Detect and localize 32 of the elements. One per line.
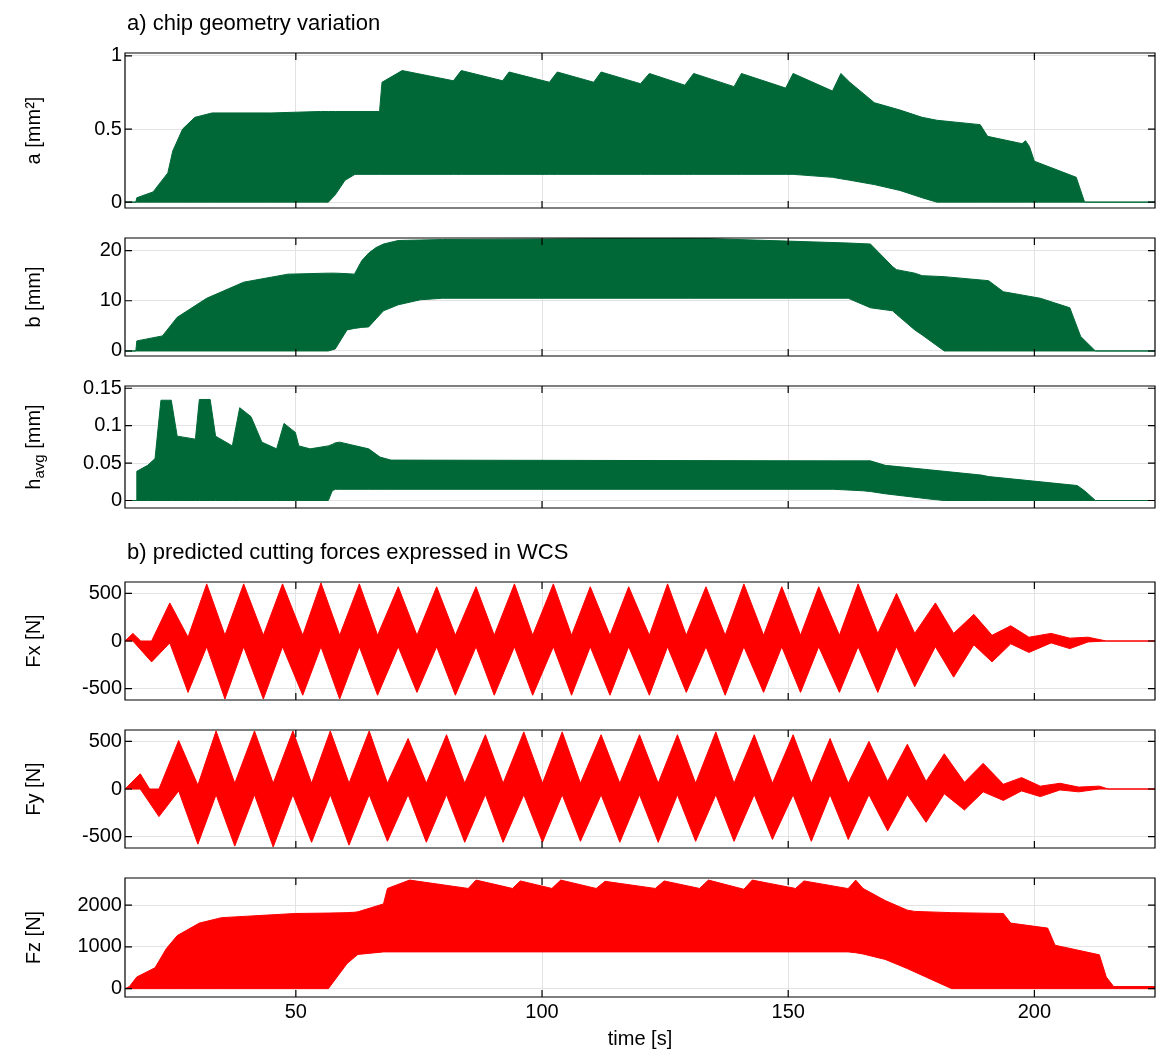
y-tick-label: 2000 xyxy=(77,892,122,915)
y-tick-label: 0.05 xyxy=(83,450,122,473)
y-tick-label: 500 xyxy=(88,580,122,603)
x-tick-label: 150 xyxy=(771,999,805,1022)
x-axis-title: time [s] xyxy=(607,1026,673,1049)
y-tick-label: 0 xyxy=(110,488,122,511)
y-tick-label: -500 xyxy=(81,676,122,699)
chart-title: a) chip geometry variation xyxy=(127,9,382,37)
y-tick-label: 20 xyxy=(99,238,122,261)
y-tick-label: 500 xyxy=(88,728,122,751)
x-tick-label: 200 xyxy=(1017,999,1052,1022)
y-axis-title: Fy [N] xyxy=(21,762,44,816)
y-tick-label: 0.5 xyxy=(94,116,122,139)
y-tick-label: 0 xyxy=(110,628,122,651)
y-tick-label: 0 xyxy=(110,338,122,361)
y-tick-label: 10 xyxy=(99,288,122,311)
y-axis-title: b [mm] xyxy=(21,266,44,328)
y-tick-label: 0.1 xyxy=(94,413,122,436)
y-axis-title: a [mm²] xyxy=(21,96,44,165)
x-tick-label: 100 xyxy=(525,999,559,1022)
y-axis-title: Fz [N] xyxy=(21,910,44,965)
y-axis-title: Fx [N] xyxy=(21,614,44,668)
y-tick-label: 0 xyxy=(110,189,122,212)
y-axis-title: havg [mm] xyxy=(21,404,48,490)
x-tick-label: 50 xyxy=(284,999,307,1022)
y-tick-label: 1000 xyxy=(77,934,122,957)
y-tick-label: -500 xyxy=(81,824,122,847)
chart-title: b) predicted cutting forces expressed in WCS xyxy=(127,538,570,566)
y-tick-label: 0 xyxy=(110,776,122,799)
y-tick-label: 0 xyxy=(110,976,122,999)
y-tick-label: 0.15 xyxy=(83,375,122,398)
y-tick-label: 1 xyxy=(110,43,122,66)
